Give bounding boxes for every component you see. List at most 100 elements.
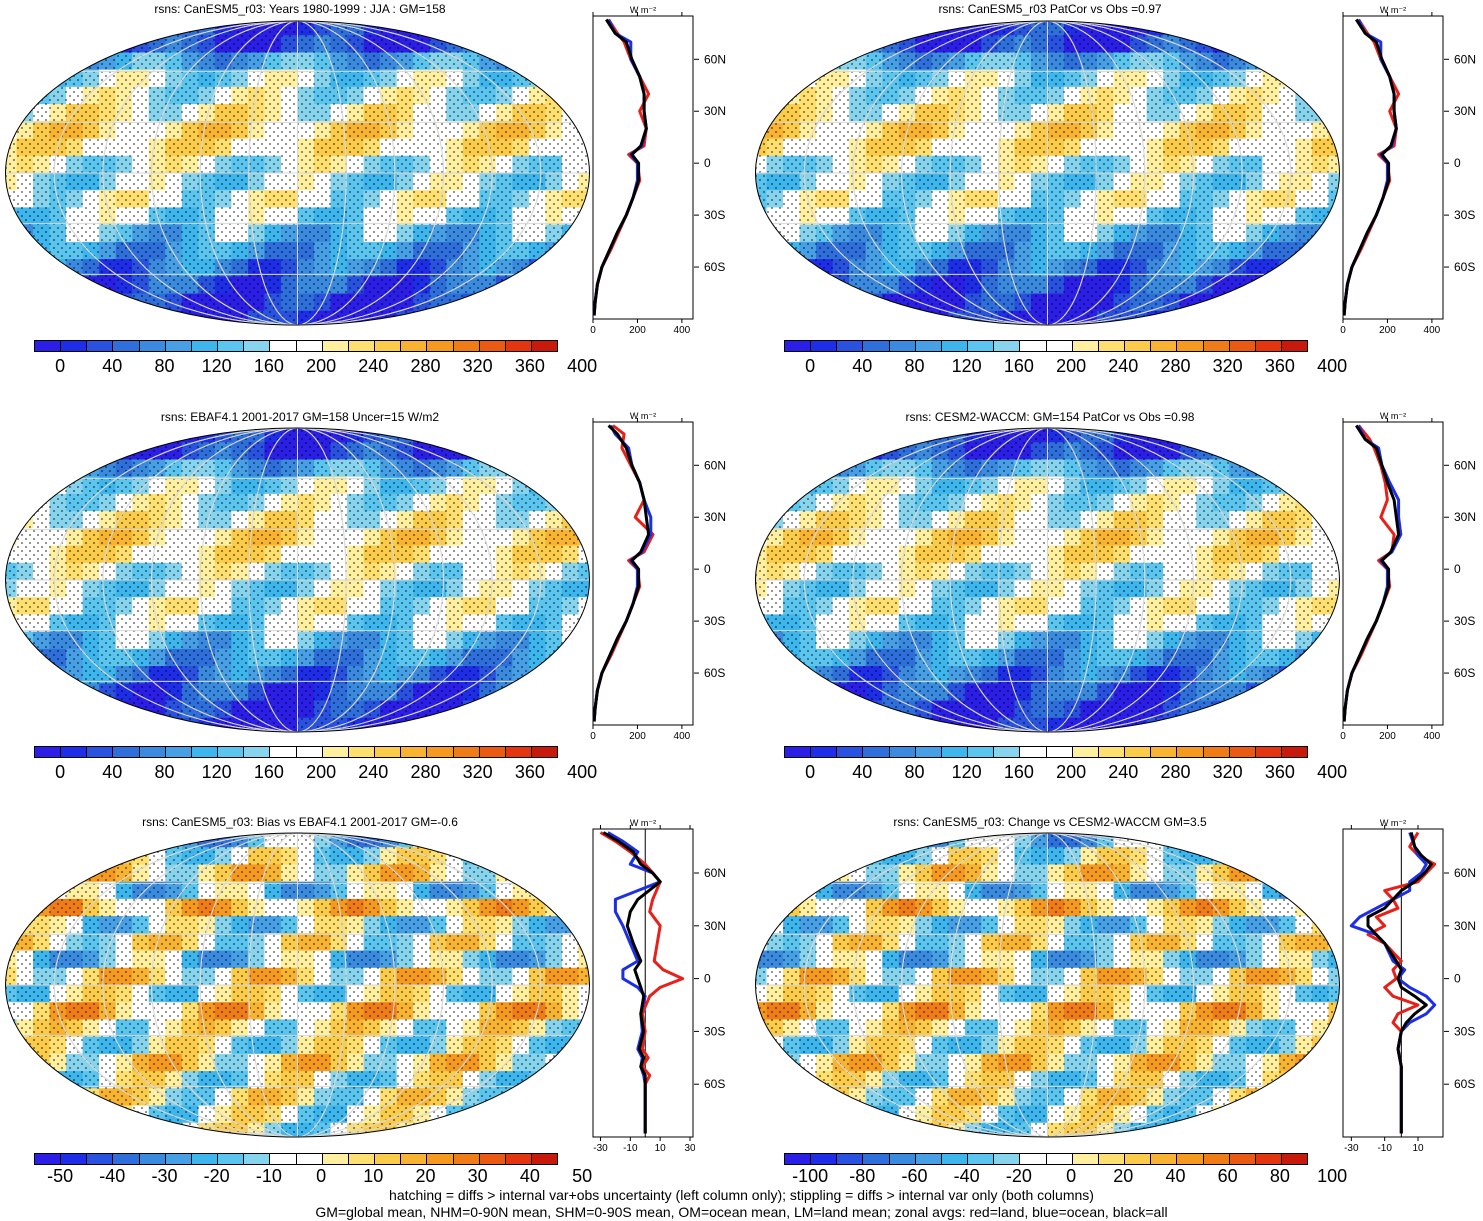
colorbar-tick-label: 40 xyxy=(852,356,873,376)
colorbar-swatch xyxy=(375,341,402,351)
map-cell xyxy=(766,864,784,883)
map-title: rsns: CanESM5_r03 PatCor vs Obs =0.97 xyxy=(938,2,1162,16)
map-cell xyxy=(1311,476,1330,495)
zonal-lat-axis: 60N 30N 0 30S 60S xyxy=(694,52,726,274)
map-cell xyxy=(832,35,850,54)
graticule-meridian xyxy=(151,833,444,1137)
map-cell xyxy=(1295,847,1313,866)
map-cell xyxy=(5,683,18,702)
colorbar-swatch xyxy=(296,747,323,757)
map-cell xyxy=(755,224,768,243)
colorbar-swatch xyxy=(296,1154,323,1164)
map-cell xyxy=(755,459,768,478)
map-cell xyxy=(33,1071,51,1089)
map-field xyxy=(755,428,1340,732)
map-field xyxy=(755,21,1340,325)
map-cell xyxy=(816,21,834,36)
colorbar-swatch xyxy=(1151,341,1178,351)
map-cell xyxy=(33,1105,51,1124)
colorbar-tick-label: 0 xyxy=(316,1166,327,1186)
map-cell xyxy=(755,293,768,312)
map-cell xyxy=(462,428,480,443)
world-map xyxy=(755,832,1340,1138)
colorbar-swatch xyxy=(968,341,995,351)
map-cell xyxy=(5,881,18,900)
colorbar-swatch xyxy=(863,1154,890,1164)
map-cell xyxy=(148,428,166,443)
colorbar-tick-label: 80 xyxy=(154,356,175,376)
colorbar-tick-label: 200 xyxy=(1056,762,1087,782)
map-cell xyxy=(99,35,117,54)
map-cell xyxy=(413,428,431,443)
map-cell xyxy=(132,717,150,732)
colorbar-swatch xyxy=(811,1154,838,1164)
map-cell xyxy=(5,459,18,478)
colorbar-swatch xyxy=(218,1154,245,1164)
colorbar-tick-label: 400 xyxy=(567,762,598,782)
map-cell xyxy=(849,442,867,461)
colorbar-tick-label: 360 xyxy=(1264,762,1295,782)
map-cell xyxy=(755,442,768,461)
map-cell xyxy=(5,476,18,495)
map-cell xyxy=(832,833,850,848)
map-cell xyxy=(66,1105,84,1124)
colorbar-swatch xyxy=(375,1154,402,1164)
map-cell xyxy=(755,493,768,512)
lat-tick-label: 60N xyxy=(704,52,726,66)
map-cell xyxy=(755,511,768,529)
lat-tick-label: 30S xyxy=(1454,614,1475,628)
map-cell xyxy=(16,69,34,88)
map-cell xyxy=(766,666,784,684)
colorbar-tick-label: 200 xyxy=(306,356,337,376)
map-cell xyxy=(915,428,933,443)
map-cell xyxy=(1278,276,1297,295)
map-cell xyxy=(528,442,547,461)
graticule-meridian xyxy=(102,428,493,732)
colorbar-swatch xyxy=(889,341,916,351)
map-cell xyxy=(755,1053,768,1072)
map-cell xyxy=(1311,35,1330,54)
graticule-meridian xyxy=(949,428,1146,732)
zonal-mean-plot: W m⁻² 0 200 400 xyxy=(1340,5,1444,336)
colorbar-swatch xyxy=(531,341,558,351)
map-cell xyxy=(561,1088,580,1107)
footnote-line-2: GM=global mean, NHM=0-90N mean, SHM=0-90… xyxy=(315,1204,1168,1220)
plot-frame xyxy=(592,15,694,320)
colorbar-swatch xyxy=(61,747,88,757)
map-cell xyxy=(755,864,768,883)
graticule-meridian xyxy=(53,833,542,1137)
colorbar-swatch xyxy=(218,341,245,351)
map-cell xyxy=(512,52,530,71)
map-cell xyxy=(755,1122,768,1137)
map-cell xyxy=(545,276,563,295)
colorbar-swatch xyxy=(35,747,62,757)
map-cell xyxy=(1196,310,1214,325)
map-cell xyxy=(1262,1088,1280,1107)
map-cell xyxy=(1262,1122,1280,1137)
colorbar-swatch xyxy=(1177,341,1204,351)
map-cell xyxy=(49,276,67,295)
graticule-meridian xyxy=(998,833,1097,1137)
map-cell xyxy=(1295,1105,1313,1124)
map-title: rsns: CanESM5_r03: Change vs CESM2-WACCM… xyxy=(893,815,1207,829)
map-cell xyxy=(799,459,817,478)
map-cell xyxy=(1295,717,1313,732)
unit-label: W m⁻² xyxy=(630,411,656,421)
colorbar-swatch xyxy=(322,747,349,757)
colorbar-tick-label: 50 xyxy=(572,1166,593,1186)
map-title: rsns: CESM2-WACCM: GM=154 PatCor vs Obs … xyxy=(905,410,1195,424)
map-cell xyxy=(49,52,67,71)
lat-tick-label: 60S xyxy=(1454,1077,1475,1091)
map-cell xyxy=(99,1122,117,1137)
map-cell xyxy=(1229,310,1247,325)
colorbar-swatch xyxy=(401,1154,428,1164)
map-cell xyxy=(1163,310,1181,325)
colorbar-tick-label: 40 xyxy=(102,762,123,782)
map-cell xyxy=(783,881,801,900)
colorbar-tick-label: 0 xyxy=(55,762,66,782)
map-cell xyxy=(33,276,51,295)
map-cell xyxy=(783,666,801,684)
map-cell xyxy=(5,1071,18,1089)
map-cell xyxy=(66,35,84,54)
map-cell xyxy=(1295,459,1313,478)
